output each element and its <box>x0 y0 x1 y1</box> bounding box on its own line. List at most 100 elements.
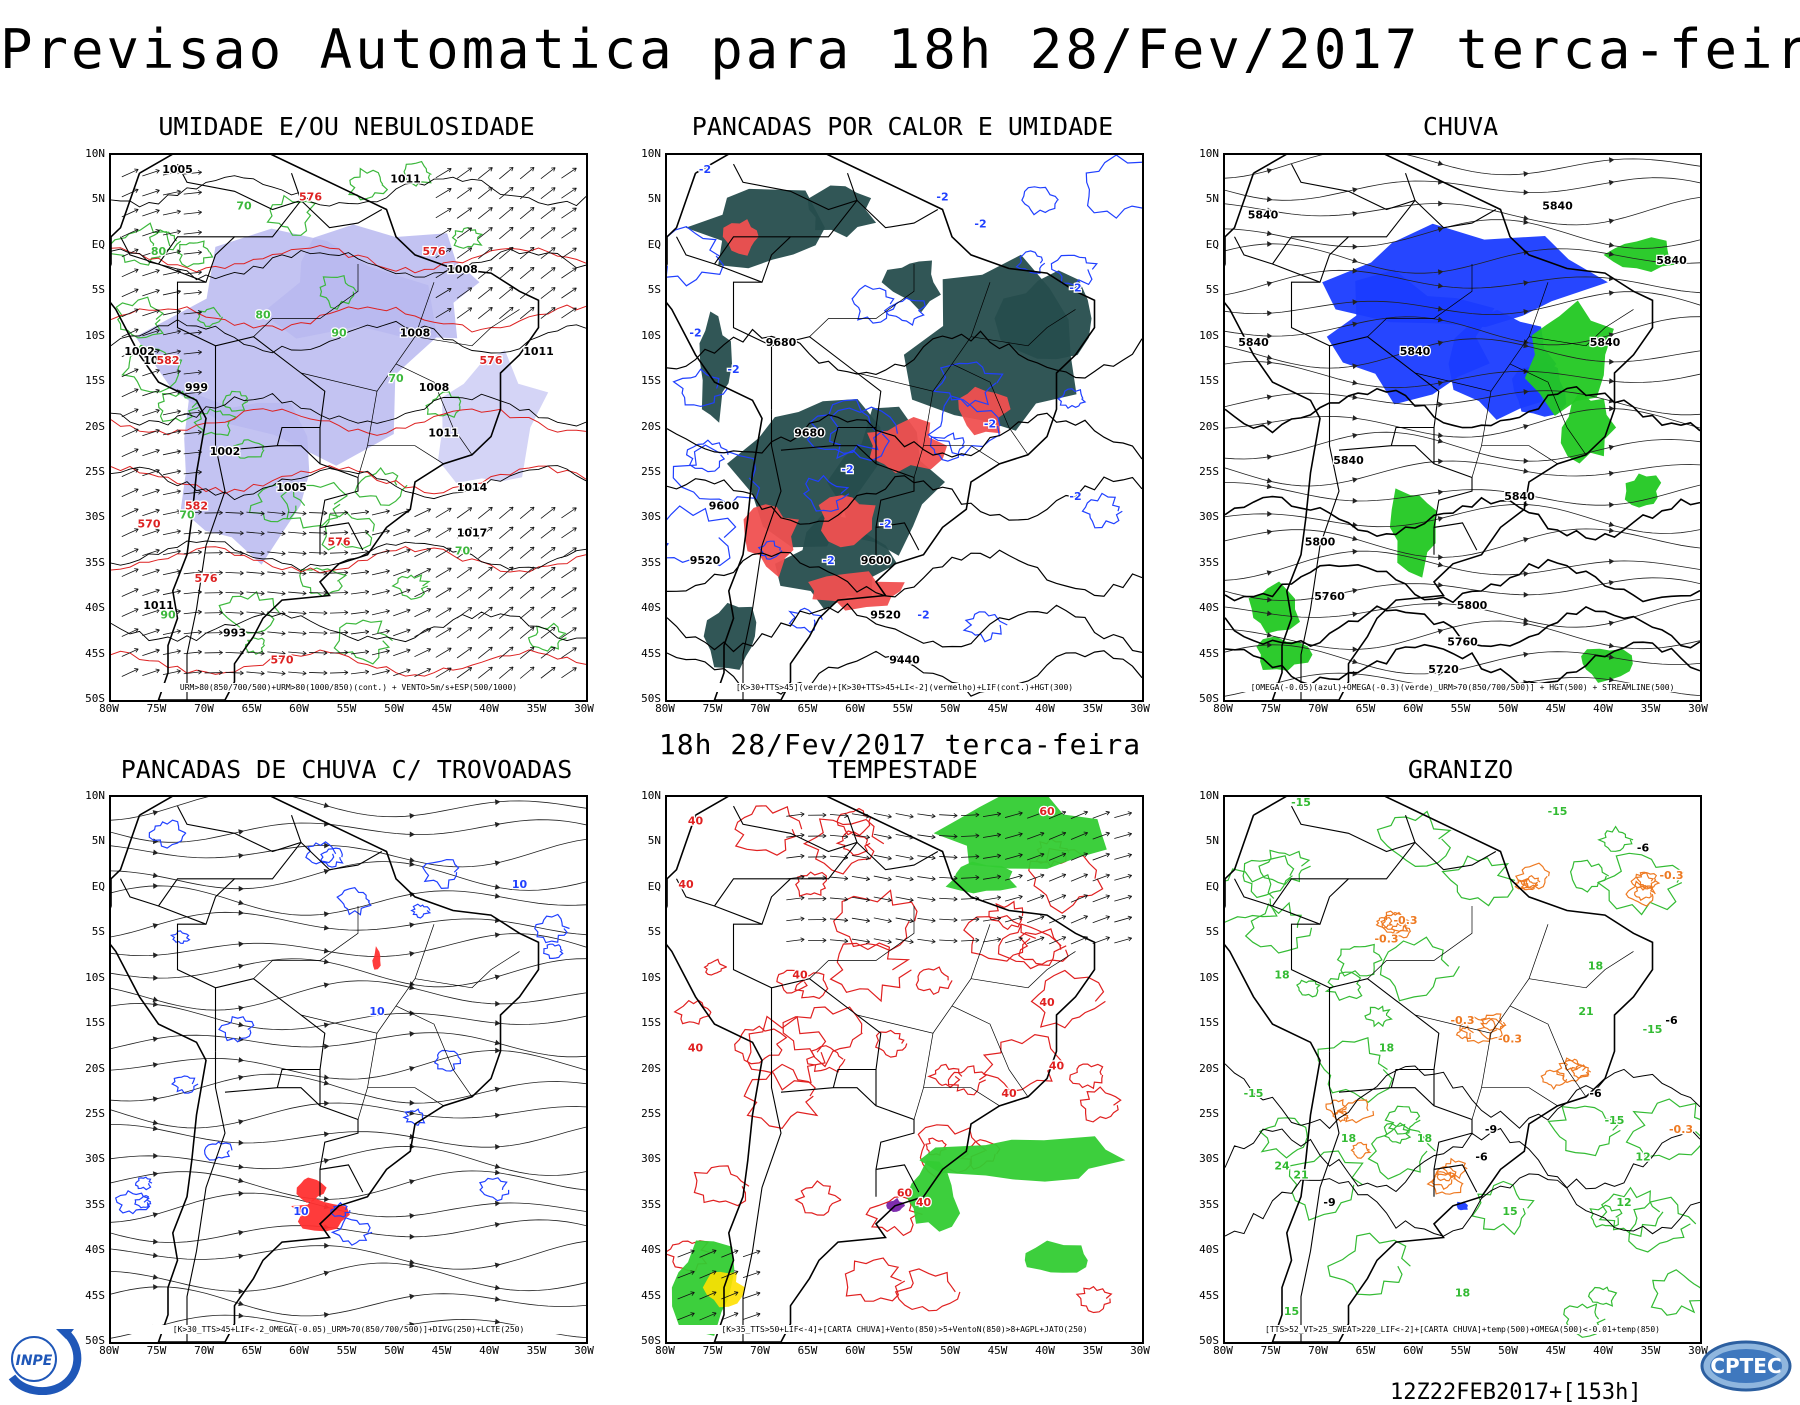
longitude-tick-label: 70W <box>740 702 780 715</box>
divergence-contour <box>149 820 186 848</box>
contour-label: 21 <box>1293 1169 1308 1182</box>
latitude-tick-label: 25S <box>1179 465 1219 478</box>
instability-contour <box>845 1258 904 1301</box>
country-border <box>1292 164 1416 209</box>
longitude-tick-label: 30W <box>1120 702 1160 715</box>
longitude-tick-label: 50W <box>1488 702 1528 715</box>
latitude-tick-label: 40S <box>621 1243 661 1256</box>
latitude-tick-label: 5S <box>1179 283 1219 296</box>
contour-label: 5800 <box>1305 536 1336 549</box>
latitude-tick-label: 10N <box>1179 789 1219 802</box>
latitude-tick-label: 40S <box>1179 1243 1219 1256</box>
latitude-tick-label: 15S <box>65 374 105 387</box>
latitude-tick-label: 45S <box>621 1289 661 1302</box>
latitude-tick-label: 25S <box>621 465 661 478</box>
panel-title-umidade: UMIDADE E/OU NEBULOSIDADE <box>89 112 604 141</box>
lifted-index-contour <box>1022 187 1059 215</box>
instability-contour <box>1081 1087 1121 1122</box>
longitude-tick-label: 80W <box>1203 1344 1243 1357</box>
longitude-tick-label: 35W <box>517 1344 557 1357</box>
country-border <box>320 1165 363 1197</box>
longitude-tick-label: 60W <box>279 1344 319 1357</box>
latitude-tick-label: 40S <box>621 601 661 614</box>
contour-label: 5840 <box>1248 209 1279 222</box>
latitude-tick-label: 20S <box>65 1062 105 1075</box>
longitude-tick-label: 75W <box>137 702 177 715</box>
longitude-tick-label: 65W <box>788 702 828 715</box>
country-border <box>1391 1070 1434 1088</box>
latitude-tick-label: 5N <box>1179 192 1219 205</box>
temperature-contour <box>1260 1118 1307 1158</box>
divergence-contour <box>337 888 371 915</box>
thickness-contour <box>111 650 586 676</box>
divergence-contour <box>435 1051 461 1072</box>
country-border <box>715 879 791 906</box>
country-border <box>159 879 235 906</box>
contour-label: 1014 <box>457 481 488 494</box>
latitude-tick-label: 5N <box>1179 834 1219 847</box>
latitude-tick-label: 10S <box>621 971 661 984</box>
contour-label: 576 <box>299 190 322 203</box>
latitude-tick-label: 30S <box>621 510 661 523</box>
cptec-logo-text: CPTEC <box>1710 1354 1781 1378</box>
humidity-contour <box>393 575 429 599</box>
latitude-tick-label: 45S <box>65 1289 105 1302</box>
latitude-tick-label: 40S <box>1179 601 1219 614</box>
latitude-tick-label: 10N <box>65 147 105 160</box>
contour-label: 40 <box>688 1041 704 1054</box>
contour-label: -0.3 <box>1669 1123 1693 1136</box>
lifted-index-contour <box>1086 155 1142 218</box>
temp500-contour <box>1225 1064 1700 1129</box>
main-title: Previsao Automatica para 18h 28/Fev/2017… <box>0 18 1800 81</box>
contour-label: 24 <box>1274 1159 1290 1172</box>
country-border <box>1434 523 1477 555</box>
longitude-tick-label: 40W <box>1583 1344 1623 1357</box>
heavy-rain-area <box>1249 582 1300 634</box>
contour-label: -6 <box>1589 1087 1602 1100</box>
contour-label: 21 <box>1578 1005 1593 1018</box>
latitude-tick-label: 5S <box>621 283 661 296</box>
longitude-tick-label: 70W <box>740 1344 780 1357</box>
latitude-tick-label: 35S <box>1179 1198 1219 1211</box>
contour-label: 12 <box>1616 1196 1631 1209</box>
lifted-index-contour <box>852 286 896 324</box>
country-border <box>1273 879 1349 906</box>
country-border <box>743 1051 781 1342</box>
temperature-contour <box>1629 1197 1696 1252</box>
contour-label: 60 <box>897 1187 913 1200</box>
longitude-tick-label: 30W <box>1120 1344 1160 1357</box>
contour-label: 570 <box>271 654 294 667</box>
latitude-tick-label: 35S <box>65 1198 105 1211</box>
longitude-tick-label: 65W <box>1346 1344 1386 1357</box>
contour-label: 993 <box>223 626 246 639</box>
latitude-tick-label: 35S <box>621 556 661 569</box>
divergence-contour <box>480 1178 509 1201</box>
contour-label: 40 <box>1039 996 1055 1009</box>
divergence-contour <box>412 904 430 918</box>
longitude-tick-label: 30W <box>564 702 604 715</box>
longitude-tick-label: 35W <box>1073 702 1113 715</box>
instability-area <box>686 189 825 268</box>
contour-label: 5840 <box>1590 336 1621 349</box>
longitude-tick-label: 55W <box>1441 1344 1481 1357</box>
longitude-tick-label: 35W <box>1631 1344 1671 1357</box>
contour-label: 10 <box>369 1005 385 1018</box>
longitude-tick-label: 60W <box>279 702 319 715</box>
contour-label: -0.3 <box>1393 914 1417 927</box>
contour-label: 40 <box>688 814 704 827</box>
state-border <box>368 446 444 464</box>
contour-label: 18 <box>1455 1287 1470 1300</box>
longitude-tick-label: 55W <box>883 702 923 715</box>
instability-area <box>808 186 876 238</box>
contour-label: -0.3 <box>1374 932 1398 945</box>
instability-contour <box>999 924 1067 969</box>
longitude-tick-label: 80W <box>89 1344 129 1357</box>
contour-label: 40 <box>1049 1060 1065 1073</box>
state-border <box>415 951 520 987</box>
legend-chuva: [OMEGA(-0.05)(azul)+OMEGA(-0.3)(verde)_U… <box>1235 683 1690 692</box>
longitude-tick-label: 80W <box>645 702 685 715</box>
longitude-tick-label: 30W <box>1678 702 1718 715</box>
